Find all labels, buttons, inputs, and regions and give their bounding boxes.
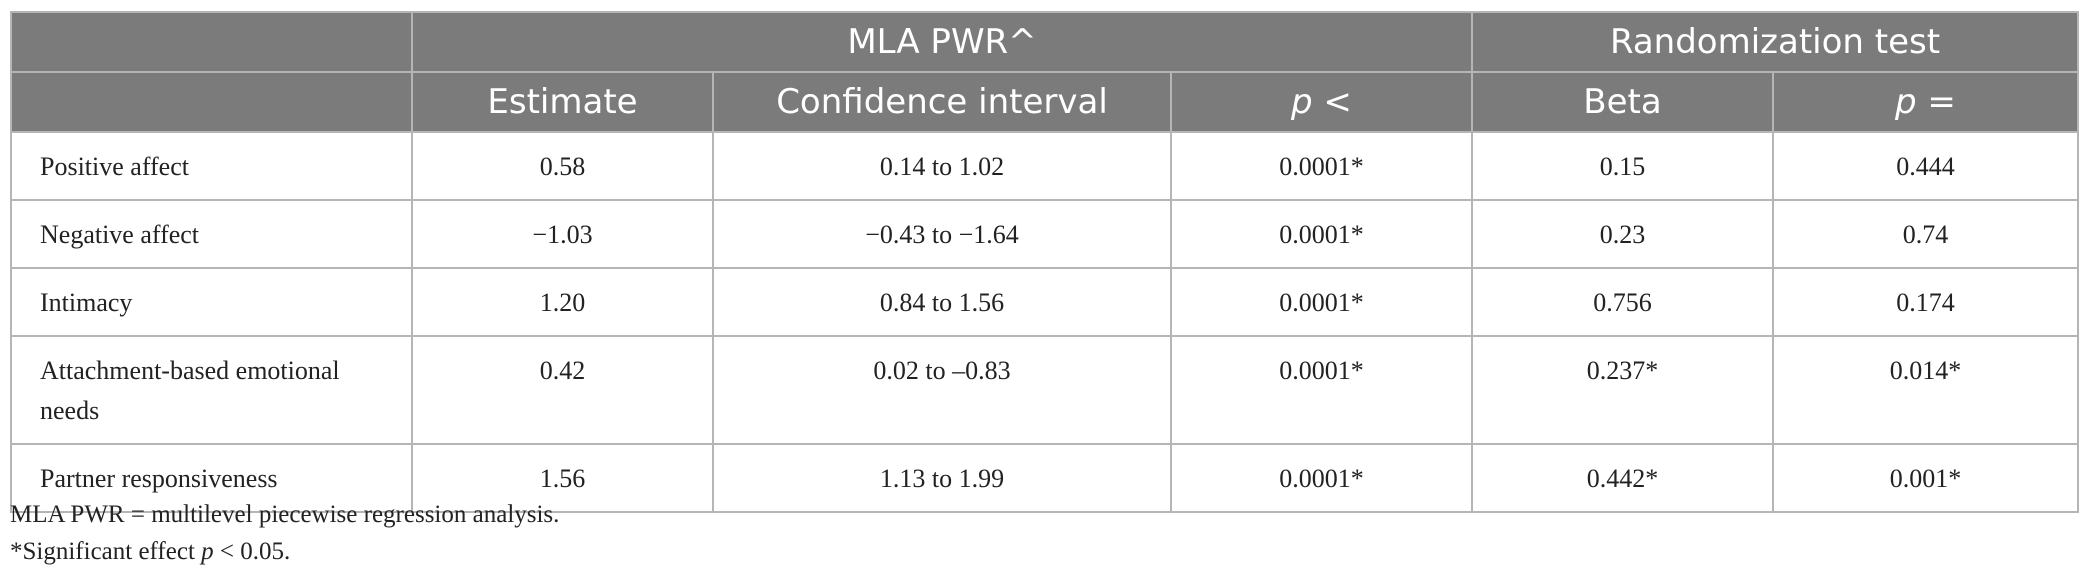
column-header-estimate: Estimate	[411, 71, 714, 133]
column-header-p-mla: p <	[1170, 71, 1473, 133]
table-row: Attachment-based emotional needs 0.42 0.…	[10, 335, 2079, 445]
empty-header-cell	[10, 11, 413, 73]
p-mla-cell: 0.0001*	[1170, 335, 1473, 445]
p-random-cell: 0.001*	[1772, 443, 2079, 513]
row-label: Attachment-based emotional needs	[10, 335, 413, 445]
p-mla-cell: 0.0001*	[1170, 199, 1473, 269]
group-header-mla: MLA PWR^	[411, 11, 1473, 73]
ci-cell: 1.13 to 1.99	[712, 443, 1172, 513]
column-header-beta: Beta	[1471, 71, 1774, 133]
footnote-significance-suffix: < 0.05.	[213, 538, 291, 565]
empty-header-cell	[10, 71, 413, 133]
p-mla-cell: 0.0001*	[1170, 267, 1473, 337]
footnote-significance-prefix: *Significant effect	[10, 538, 202, 565]
footnote-abbreviation: MLA PWR = multilevel piecewise regressio…	[10, 501, 560, 528]
beta-cell: 0.15	[1471, 131, 1774, 201]
table-row: Negative affect −1.03 −0.43 to −1.64 0.0…	[10, 199, 2079, 269]
ci-cell: 0.84 to 1.56	[712, 267, 1172, 337]
results-table: MLA PWR^ Randomization test Estimate Con…	[10, 11, 2079, 513]
beta-cell: 0.23	[1471, 199, 1774, 269]
p-random-cell: 0.014*	[1772, 335, 2079, 445]
column-header-row: Estimate Confidence interval p < Beta p …	[10, 71, 2079, 133]
ci-cell: −0.43 to −1.64	[712, 199, 1172, 269]
estimate-cell: −1.03	[411, 199, 714, 269]
table-row: Partner responsiveness 1.56 1.13 to 1.99…	[10, 443, 2079, 513]
p-mla-cell: 0.0001*	[1170, 443, 1473, 513]
estimate-cell: 1.56	[411, 443, 714, 513]
row-label: Negative affect	[10, 199, 413, 269]
p-mla-cell: 0.0001*	[1170, 131, 1473, 201]
estimate-cell: 0.58	[411, 131, 714, 201]
ci-cell: 0.14 to 1.02	[712, 131, 1172, 201]
group-header-row: MLA PWR^ Randomization test	[10, 11, 2079, 73]
beta-cell: 0.756	[1471, 267, 1774, 337]
table-footnotes: MLA PWR = multilevel piecewise regressio…	[10, 496, 559, 570]
p-random-cell: 0.74	[1772, 199, 2079, 269]
table-row: Intimacy 1.20 0.84 to 1.56 0.0001* 0.756…	[10, 267, 2079, 337]
footnote-significance: *Significant effect p < 0.05.	[10, 533, 559, 570]
column-header-p-random: p =	[1772, 71, 2079, 133]
row-label: Intimacy	[10, 267, 413, 337]
beta-cell: 0.442*	[1471, 443, 1774, 513]
group-header-randomization: Randomization test	[1471, 11, 2079, 73]
table-row: Positive affect 0.58 0.14 to 1.02 0.0001…	[10, 131, 2079, 201]
beta-cell: 0.237*	[1471, 335, 1774, 445]
estimate-cell: 0.42	[411, 335, 714, 445]
results-table-container: MLA PWR^ Randomization test Estimate Con…	[10, 11, 2079, 513]
estimate-cell: 1.20	[411, 267, 714, 337]
row-label: Partner responsiveness	[10, 443, 413, 513]
footnote-significance-variable: p	[201, 538, 214, 565]
ci-cell: 0.02 to –0.83	[712, 335, 1172, 445]
row-label: Positive affect	[10, 131, 413, 201]
p-random-cell: 0.174	[1772, 267, 2079, 337]
p-random-cell: 0.444	[1772, 131, 2079, 201]
column-header-confidence-interval: Confidence interval	[712, 71, 1172, 133]
